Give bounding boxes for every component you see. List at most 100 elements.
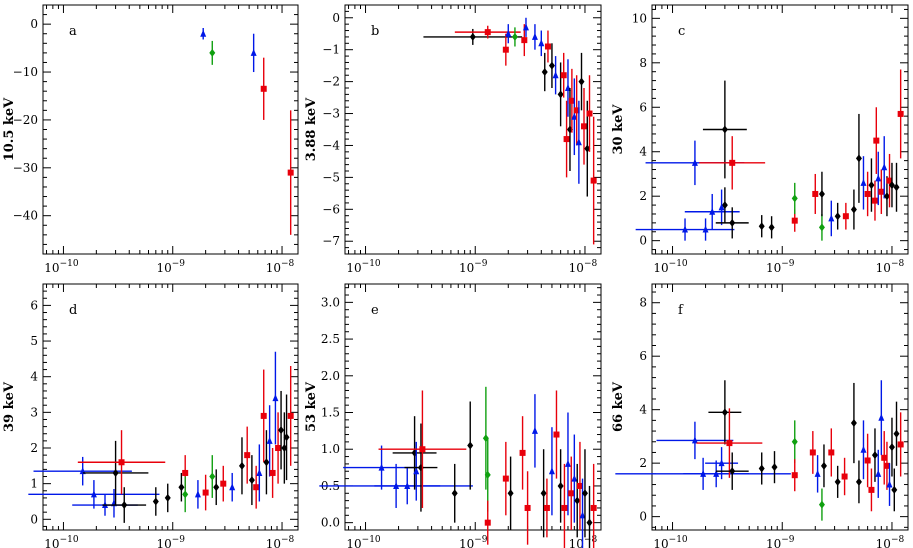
data-point: [28, 480, 160, 509]
y-tick-label: 4: [639, 145, 647, 159]
data-point: [883, 441, 890, 490]
data-point: [886, 463, 893, 506]
panel-b: 10−10 10−9 10−8 0 −1 −2 −3 −4 −5 −6 −7 b 3.88 keV: [304, 4, 602, 275]
diamond-marker: [584, 144, 591, 153]
data-point: [868, 468, 875, 512]
data-point: [213, 469, 220, 506]
x-tick-exponent: −8: [584, 535, 598, 545]
data-point: [828, 200, 835, 237]
x-tick-label: 10−9: [156, 259, 185, 275]
square-marker: [182, 469, 189, 476]
plot-frame: [42, 4, 299, 255]
data-point: [809, 431, 816, 474]
data-point: [548, 427, 555, 516]
x-tick-exponent: −10: [669, 535, 688, 545]
square-marker: [220, 480, 227, 487]
square-marker: [809, 449, 816, 456]
panel-letter: f: [678, 303, 684, 318]
data-point: [868, 158, 875, 212]
data-point: [484, 500, 491, 545]
y-tick-label: 2: [639, 456, 647, 470]
square-marker: [842, 213, 849, 220]
square-marker: [560, 72, 567, 79]
triangle-marker: [564, 459, 571, 467]
data-point: [552, 56, 559, 95]
data-point: [454, 25, 521, 39]
square-marker: [118, 459, 125, 466]
triangle-marker: [90, 490, 97, 498]
data-point: [229, 472, 236, 502]
diamond-marker: [721, 125, 728, 134]
data-point: [715, 207, 749, 239]
triangle-marker: [531, 426, 538, 434]
square-marker: [253, 484, 260, 491]
panel-d: 10−10 10−9 10−8 0 1 2 3 4 5 6 d 39 keV: [2, 283, 299, 548]
y-axis-label: 10.5 keV: [2, 97, 17, 161]
data-point: [200, 27, 207, 40]
data-point: [248, 455, 255, 506]
data-point: [875, 151, 882, 206]
triangle-marker: [718, 203, 725, 211]
data-point: [202, 474, 209, 511]
triangle-marker: [886, 480, 893, 488]
data-point: [864, 171, 871, 217]
triangle-marker: [713, 469, 720, 477]
square-marker: [897, 110, 904, 117]
data-point: [272, 351, 279, 445]
diamond-marker: [791, 437, 798, 446]
data-point: [891, 468, 898, 512]
diamond-marker: [871, 451, 878, 460]
data-point: [194, 480, 201, 509]
y-tick-label: 2: [30, 441, 38, 455]
data-point: [404, 423, 438, 512]
triangle-marker: [538, 39, 545, 47]
data-point: [893, 162, 900, 212]
x-tick-exponent: −9: [172, 259, 186, 269]
diamond-marker: [541, 68, 548, 77]
data-point: [771, 451, 778, 484]
data-point: [266, 405, 273, 477]
diamond-marker: [209, 48, 216, 57]
data-point: [220, 465, 227, 502]
data-point: [467, 401, 474, 490]
data-point: [502, 441, 509, 516]
x-tick-label: 10−10: [346, 259, 381, 275]
square-marker: [729, 159, 736, 166]
data-point: [502, 33, 509, 66]
diamond-marker: [213, 483, 220, 492]
data-point: [77, 430, 166, 495]
square-marker: [202, 489, 209, 496]
y-tick-label: 6: [30, 298, 38, 312]
square-marker: [881, 454, 888, 461]
square-marker: [868, 486, 875, 493]
diamond-marker: [768, 223, 775, 232]
data-point: [812, 173, 819, 214]
data-point: [581, 449, 588, 538]
triangle-marker: [691, 436, 698, 444]
x-tick-label: 10−9: [459, 535, 488, 548]
y-tick-label: −1: [322, 43, 340, 57]
plot-frame: [344, 283, 602, 531]
y-tick-label: 3.0: [321, 295, 340, 309]
data-point: [578, 52, 585, 111]
x-tick-label: 10−10: [653, 259, 688, 275]
data-point: [524, 471, 531, 545]
square-marker: [586, 110, 593, 117]
diamond-marker: [548, 61, 555, 70]
data-point: [413, 441, 420, 501]
data-point: [860, 156, 867, 210]
triangle-marker: [718, 459, 725, 467]
data-point: [579, 478, 586, 548]
triangle-marker: [702, 225, 709, 233]
diamond-marker: [451, 489, 458, 498]
data-point: [834, 465, 841, 498]
square-marker: [563, 136, 570, 143]
data-point: [238, 437, 245, 495]
triangle-marker: [266, 436, 273, 444]
diamond-marker: [507, 489, 514, 498]
diamond-marker: [281, 444, 288, 452]
diamond-marker: [850, 205, 857, 214]
y-tick-label: 10: [632, 11, 647, 25]
diamond-marker: [758, 222, 765, 231]
data-point: [818, 488, 825, 521]
